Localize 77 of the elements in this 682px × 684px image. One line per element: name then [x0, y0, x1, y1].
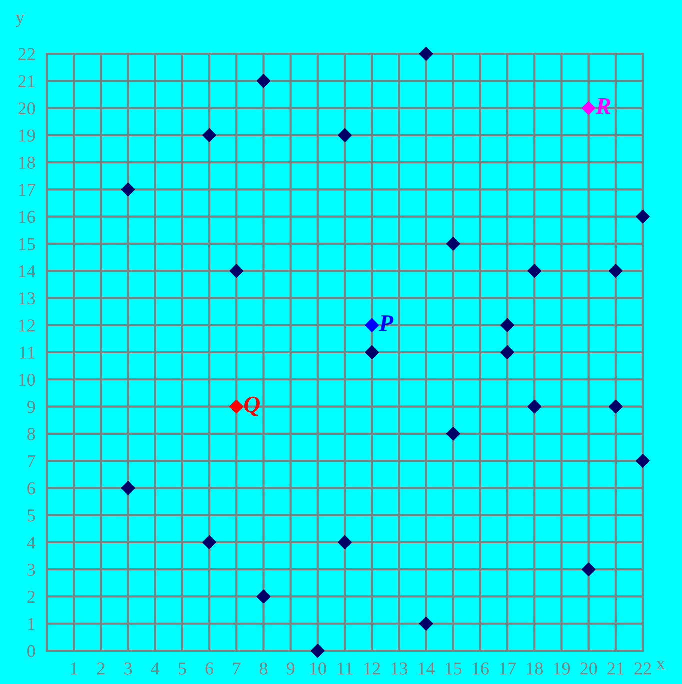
point	[202, 128, 216, 142]
point	[256, 74, 271, 88]
y-axis-title: y	[16, 14, 25, 28]
point	[528, 400, 542, 414]
series-label: R	[596, 98, 611, 114]
x-tick-label: 5	[178, 662, 186, 675]
y-tick-label: 8	[28, 428, 36, 440]
point	[528, 264, 542, 278]
point	[582, 562, 596, 576]
point	[256, 590, 271, 604]
point	[230, 400, 244, 414]
x-tick-label: 9	[286, 662, 295, 675]
x-tick-label: 18	[527, 662, 543, 675]
x-axis-title: x	[656, 661, 666, 670]
x-tick-label: 7	[233, 662, 241, 675]
y-tick-label: 12	[19, 320, 35, 332]
y-tick-label: 5	[28, 510, 36, 522]
y-tick-label: 13	[19, 292, 36, 305]
point	[636, 454, 650, 468]
x-tick-label: 22	[634, 662, 652, 675]
x-tick-label: 2	[97, 662, 105, 675]
y-tick-label: 7	[28, 455, 36, 468]
point	[609, 264, 623, 278]
y-tick-label: 6	[28, 482, 36, 495]
y-tick-label: 14	[19, 265, 36, 278]
point	[121, 182, 136, 197]
y-tick-label: 15	[19, 238, 36, 250]
x-tick-label: 1	[71, 662, 78, 675]
point	[338, 128, 352, 142]
y-tick-label: 17	[19, 184, 36, 196]
y-tick-label: 1	[28, 618, 35, 630]
x-tick-label: 13	[392, 662, 408, 675]
x-tick-label: 17	[500, 662, 516, 675]
y-tick-label: 20	[18, 102, 36, 115]
x-tick-label: 10	[310, 662, 326, 675]
point	[338, 536, 352, 550]
series-label: Q	[244, 396, 260, 416]
y-tick-label: 3	[28, 564, 36, 576]
point	[636, 210, 650, 224]
x-tick-label: 4	[151, 662, 160, 675]
x-tick-label: 15	[446, 662, 462, 675]
point	[365, 346, 379, 360]
x-tick-label: 14	[418, 662, 436, 675]
point	[446, 237, 460, 251]
point	[446, 427, 460, 441]
x-tick-label: 11	[338, 662, 353, 675]
point	[419, 616, 434, 631]
point	[121, 481, 136, 496]
point	[500, 318, 514, 332]
series-label: P	[379, 316, 394, 332]
point	[500, 346, 514, 360]
point	[365, 318, 379, 332]
x-tick-label: 8	[260, 662, 268, 675]
x-tick-label: 12	[364, 662, 380, 675]
point	[419, 47, 434, 61]
x-tick-label: 16	[473, 662, 489, 675]
point	[311, 644, 325, 658]
x-tick-label: 20	[580, 662, 598, 675]
x-tick-label: 21	[608, 662, 624, 675]
y-tick-label: 10	[19, 374, 36, 386]
y-tick-label: 9	[27, 401, 36, 414]
y-tick-label: 18	[19, 156, 36, 169]
y-tick-label: 16	[19, 211, 36, 224]
y-tick-label: 19	[19, 130, 36, 142]
y-tick-label: 22	[18, 48, 35, 60]
y-tick-label: 2	[28, 591, 35, 603]
point	[609, 400, 623, 414]
point	[230, 264, 244, 278]
y-tick-label: 21	[18, 75, 35, 88]
y-tick-label: 4	[27, 536, 36, 549]
y-tick-label: 0	[28, 645, 36, 658]
y-tick-label: 11	[20, 346, 35, 359]
x-tick-label: 6	[206, 662, 214, 675]
point	[202, 536, 216, 550]
point	[582, 101, 596, 116]
x-tick-label: 19	[554, 662, 570, 675]
x-tick-label: 3	[124, 662, 132, 675]
